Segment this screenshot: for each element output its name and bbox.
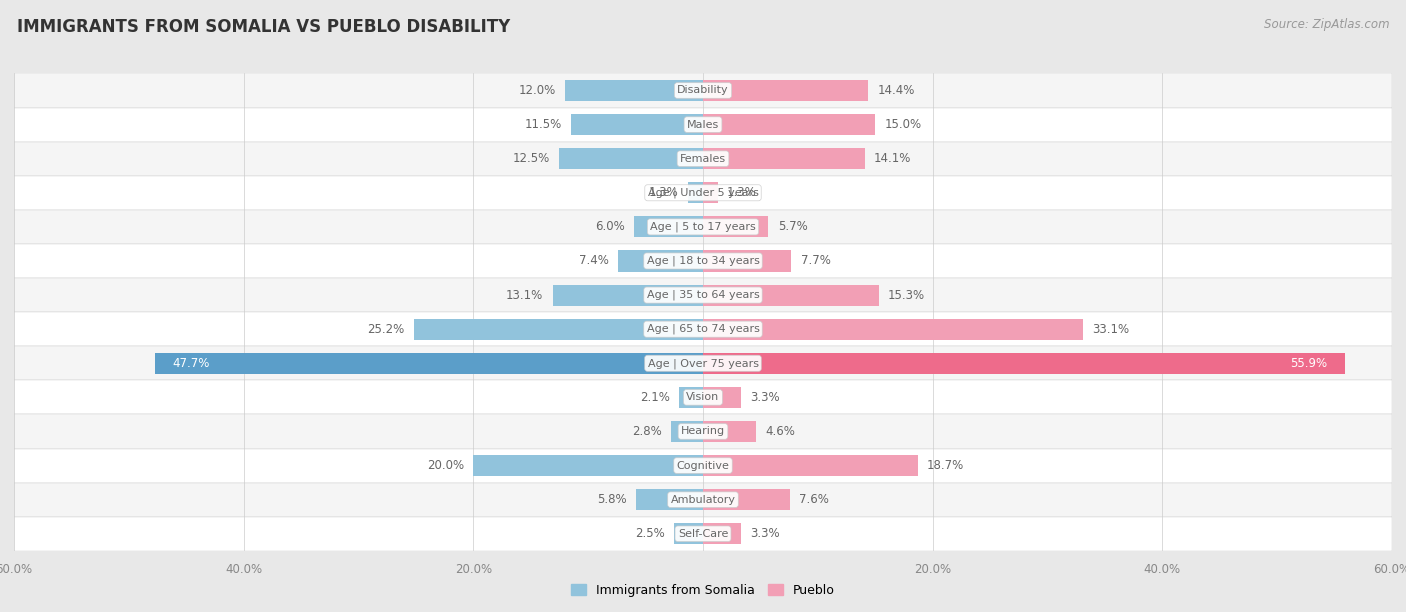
Bar (14, 517, 1392, 551)
Text: 2.5%: 2.5% (636, 528, 665, 540)
Text: 3.3%: 3.3% (749, 391, 780, 404)
Bar (14, 483, 1392, 517)
Text: 33.1%: 33.1% (1092, 323, 1129, 335)
Text: 7.7%: 7.7% (800, 255, 831, 267)
Bar (474, 455, 703, 476)
Legend: Immigrants from Somalia, Pueblo: Immigrants from Somalia, Pueblo (567, 579, 839, 602)
Text: Ambulatory: Ambulatory (671, 494, 735, 505)
Bar (703, 319, 1083, 340)
Text: 2.1%: 2.1% (640, 391, 669, 404)
Text: 55.9%: 55.9% (1291, 357, 1327, 370)
Text: Age | 18 to 34 years: Age | 18 to 34 years (647, 256, 759, 266)
Bar (14, 346, 1392, 380)
Text: 1.3%: 1.3% (650, 186, 679, 200)
Text: 13.1%: 13.1% (506, 289, 543, 302)
Bar (565, 80, 703, 101)
Text: 18.7%: 18.7% (927, 459, 965, 472)
Text: 15.3%: 15.3% (887, 289, 925, 302)
Text: 4.6%: 4.6% (765, 425, 794, 438)
Bar (14, 449, 1392, 483)
Bar (703, 353, 1346, 374)
Text: 6.0%: 6.0% (595, 220, 624, 233)
Text: Disability: Disability (678, 86, 728, 95)
Text: 7.6%: 7.6% (800, 493, 830, 506)
Text: Vision: Vision (686, 392, 720, 402)
Text: 1.3%: 1.3% (727, 186, 756, 200)
Bar (413, 319, 703, 340)
Bar (14, 210, 1392, 244)
Text: Self-Care: Self-Care (678, 529, 728, 539)
Text: IMMIGRANTS FROM SOMALIA VS PUEBLO DISABILITY: IMMIGRANTS FROM SOMALIA VS PUEBLO DISABI… (17, 18, 510, 36)
Bar (703, 216, 769, 237)
Text: Age | 65 to 74 years: Age | 65 to 74 years (647, 324, 759, 334)
Text: Age | Over 75 years: Age | Over 75 years (648, 358, 758, 368)
Bar (703, 285, 879, 305)
Bar (703, 182, 718, 203)
Text: 11.5%: 11.5% (524, 118, 562, 131)
Bar (703, 80, 869, 101)
Bar (14, 414, 1392, 449)
Bar (14, 108, 1392, 141)
Bar (703, 114, 875, 135)
Text: 3.3%: 3.3% (749, 528, 780, 540)
Bar (14, 141, 1392, 176)
Bar (619, 250, 703, 272)
Text: Hearing: Hearing (681, 427, 725, 436)
Bar (571, 114, 703, 135)
Text: 5.8%: 5.8% (598, 493, 627, 506)
Bar (14, 244, 1392, 278)
Bar (553, 285, 703, 305)
Text: Source: ZipAtlas.com: Source: ZipAtlas.com (1264, 18, 1389, 31)
Bar (14, 278, 1392, 312)
Bar (703, 523, 741, 544)
Bar (703, 250, 792, 272)
Text: 14.1%: 14.1% (875, 152, 911, 165)
Bar (14, 73, 1392, 108)
Text: 14.4%: 14.4% (877, 84, 915, 97)
Text: 5.7%: 5.7% (778, 220, 807, 233)
Bar (14, 380, 1392, 414)
Text: Cognitive: Cognitive (676, 461, 730, 471)
Text: Age | 5 to 17 years: Age | 5 to 17 years (650, 222, 756, 232)
Text: 15.0%: 15.0% (884, 118, 921, 131)
Bar (560, 148, 703, 170)
Bar (675, 523, 703, 544)
Text: 47.7%: 47.7% (173, 357, 209, 370)
Text: Age | 35 to 64 years: Age | 35 to 64 years (647, 290, 759, 300)
Text: Males: Males (688, 119, 718, 130)
Text: Females: Females (681, 154, 725, 163)
Bar (634, 216, 703, 237)
Bar (703, 489, 790, 510)
Text: 12.5%: 12.5% (513, 152, 550, 165)
Bar (703, 148, 865, 170)
Text: 25.2%: 25.2% (367, 323, 405, 335)
Text: 2.8%: 2.8% (631, 425, 662, 438)
Text: Age | Under 5 years: Age | Under 5 years (648, 187, 758, 198)
Text: 20.0%: 20.0% (427, 459, 464, 472)
Text: 7.4%: 7.4% (579, 255, 609, 267)
Bar (703, 421, 756, 442)
Bar (637, 489, 703, 510)
Bar (688, 182, 703, 203)
Bar (703, 387, 741, 408)
Bar (14, 312, 1392, 346)
Bar (679, 387, 703, 408)
Text: 12.0%: 12.0% (519, 84, 555, 97)
Bar (703, 455, 918, 476)
Bar (671, 421, 703, 442)
Bar (155, 353, 703, 374)
Bar (14, 176, 1392, 210)
